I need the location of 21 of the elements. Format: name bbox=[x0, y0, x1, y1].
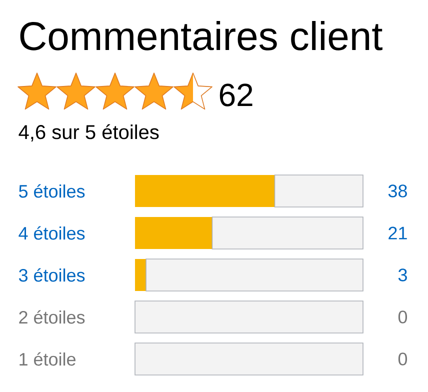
data-label: 3 bbox=[398, 268, 407, 282]
y-tick-label: 3 étoiles bbox=[18, 268, 85, 282]
bar bbox=[134, 300, 364, 334]
bar bbox=[135, 216, 212, 249]
bar bbox=[274, 174, 364, 208]
bar bbox=[135, 174, 275, 207]
data-label: 38 bbox=[388, 184, 407, 198]
bar bbox=[134, 342, 364, 376]
bar bbox=[212, 216, 364, 250]
data-label: 0 bbox=[398, 352, 408, 366]
bar bbox=[135, 258, 146, 291]
y-tick-label: 1 étoile bbox=[20, 352, 76, 366]
y-tick-label: 5 étoiles bbox=[18, 184, 85, 198]
bar bbox=[146, 258, 364, 292]
y-tick-label: 2 étoiles bbox=[19, 310, 85, 324]
chart-subtitle: 4,6 sur 5 étoiles bbox=[18, 124, 159, 142]
data-label: 0 bbox=[398, 310, 408, 324]
chart-title: Commentaires client bbox=[20, 21, 382, 50]
y-tick-label: 4 étoiles bbox=[18, 226, 85, 240]
text: 62 bbox=[220, 84, 252, 106]
data-label: 21 bbox=[388, 226, 407, 240]
